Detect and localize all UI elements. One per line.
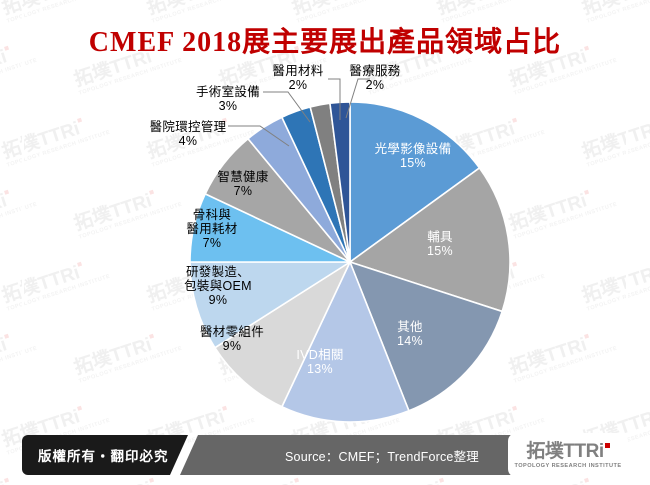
pie-slice-label: 智慧健康 7% bbox=[217, 170, 268, 198]
pie-slice-value: 15% bbox=[400, 156, 426, 170]
pie-leader-line bbox=[228, 125, 290, 147]
footer-dark-segment bbox=[22, 435, 188, 475]
source-text: Source：CMEF；TrendForce整理 bbox=[285, 449, 479, 464]
pie-slice-value: 7% bbox=[233, 184, 253, 198]
pie-slice-label-text: IVD相關 bbox=[296, 348, 344, 362]
pie-slice-label-text: 骨科與 bbox=[192, 208, 232, 222]
copyright-text: 版權所有・翻印必究 bbox=[38, 449, 169, 464]
pie-slice[interactable] bbox=[349, 101, 481, 264]
pie-slice-label-text: 醫院環控管理 bbox=[149, 120, 227, 134]
pie-slice-label-text: 研發製造、 bbox=[185, 265, 250, 279]
logo-red-dot bbox=[604, 442, 610, 448]
leader-line-group bbox=[228, 78, 370, 147]
footer: 版權所有・翻印必究 Source：CMEF；TrendForce整理 拓墣TTR… bbox=[0, 425, 650, 485]
pie-slice-label-text: 醫材零組件 bbox=[199, 325, 265, 339]
pie-slice-label-text: 醫療服務 bbox=[349, 64, 401, 78]
pie-slice-value: 2% bbox=[365, 78, 385, 92]
pie-slice-group bbox=[189, 101, 511, 423]
pie-slice-label: 手術室設備 3% bbox=[196, 85, 260, 113]
pie-slice-value: 13% bbox=[307, 362, 333, 376]
pie-slice[interactable] bbox=[348, 166, 511, 313]
pie-slice-label-text: 智慧健康 bbox=[217, 170, 269, 184]
pie-chart-svg bbox=[189, 78, 511, 423]
pie-slice-label-text: 包裝與OEM bbox=[184, 279, 252, 293]
pie-slice-label: 光學影像設備 15% bbox=[375, 142, 452, 170]
pie-slice-value: 9% bbox=[208, 293, 228, 307]
pie-slice[interactable] bbox=[348, 260, 504, 412]
pie-slice[interactable] bbox=[189, 261, 353, 349]
pie-slice-label: 骨科與 醫用耗材 7% bbox=[186, 208, 237, 250]
pie-slice[interactable] bbox=[280, 259, 410, 423]
pie-slice-label-text: 光學影像設備 bbox=[374, 142, 452, 156]
footer-bar: 版權所有・翻印必究 Source：CMEF；TrendForce整理 拓墣TTR… bbox=[22, 433, 628, 477]
pie-slice-label: IVD相關 13% bbox=[296, 348, 343, 376]
pie-slice-value: 3% bbox=[218, 99, 238, 113]
pie-slice-label-text: 醫用耗材 bbox=[186, 222, 238, 236]
pie-slice-value: 4% bbox=[178, 134, 198, 148]
pie-slice-value: 9% bbox=[222, 339, 242, 353]
pie-leader-line bbox=[263, 91, 311, 123]
pie-slice-value: 14% bbox=[397, 334, 423, 348]
pie-leader-line bbox=[328, 78, 341, 120]
pie-slice-label-text: 手術室設備 bbox=[195, 85, 261, 99]
pie-slice-label: 醫材零組件 9% bbox=[200, 325, 264, 353]
pie-slice-label-text: 醫用材料 bbox=[272, 64, 324, 78]
pie-slice-label-text: 輔具 bbox=[427, 230, 453, 244]
pie-slice-value: 2% bbox=[288, 78, 308, 92]
tri-logo-tagline: TOPOLOGY RESEARCH INSTITUTE bbox=[514, 462, 622, 469]
pie-slice[interactable] bbox=[213, 259, 352, 408]
pie-slice-label: 輔具 15% bbox=[427, 230, 453, 258]
pie-slice-label-text: 其他 bbox=[397, 320, 423, 334]
tri-logo: 拓墣TTRi TOPOLOGY RESEARCH INSTITUTE bbox=[508, 433, 628, 477]
pie-slice-value: 15% bbox=[427, 244, 453, 258]
tri-logo-wordmark: 拓墣TTRi bbox=[526, 442, 610, 461]
pie-slice-value: 7% bbox=[202, 236, 222, 250]
pie-slice-label: 其他 14% bbox=[397, 320, 423, 348]
pie-slice-label: 醫用材料 2% bbox=[272, 64, 323, 92]
page-title: CMEF 2018展主要展出產品領域占比 bbox=[88, 27, 562, 58]
pie-slice-label: 醫院環控管理 4% bbox=[150, 120, 227, 148]
pie-leader-line bbox=[345, 78, 370, 119]
pie-slice-label: 醫療服務 2% bbox=[349, 64, 400, 92]
pie-chart: 光學影像設備 15% 輔具 15% 其他 14% IVD相關 13% 醫材零組件 9% 研發製造、包… bbox=[150, 64, 511, 423]
pie-slice-label: 研發製造、 包裝與OEM 9% bbox=[184, 265, 252, 307]
